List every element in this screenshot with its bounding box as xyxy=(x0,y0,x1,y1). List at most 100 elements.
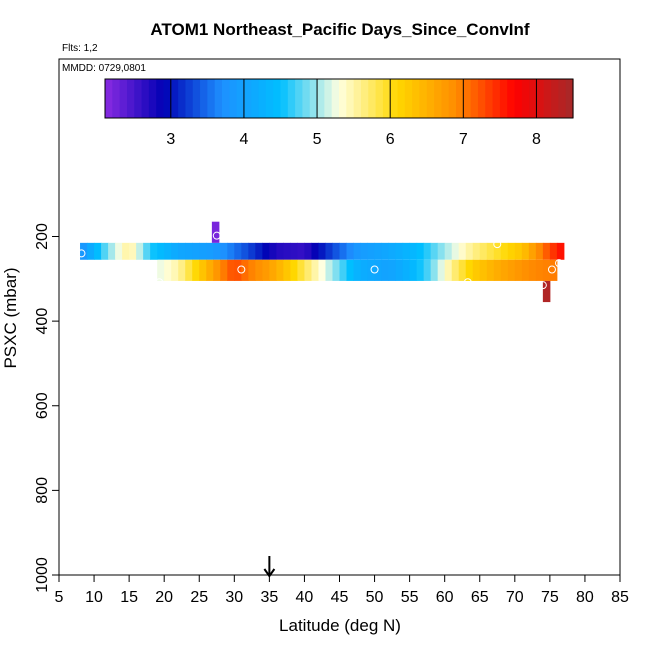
heatmap-cell xyxy=(276,259,284,281)
y-tick-label: 600 xyxy=(34,392,51,419)
heatmap-cell xyxy=(311,242,319,260)
colorbar-tick-label: 7 xyxy=(459,131,468,148)
colorbar-swatch xyxy=(368,79,377,118)
heatmap-cell xyxy=(507,259,516,281)
heatmap-cell xyxy=(269,259,277,281)
sample-circle xyxy=(538,281,547,290)
x-tick-label: 50 xyxy=(366,589,384,606)
heatmap-cell xyxy=(297,242,305,260)
colorbar-tick-label: 6 xyxy=(386,131,395,148)
heatmap-cell xyxy=(206,242,214,260)
heatmap-cell xyxy=(444,242,453,260)
heatmap-cell xyxy=(248,242,256,260)
axes: 5 10 15 20 25 30 35 40 45 50 55 60 65 70 75 80 85 200 400 6… xyxy=(34,223,629,606)
heatmap-cell xyxy=(458,259,467,281)
arrow-head xyxy=(263,568,276,578)
heatmap-cell xyxy=(395,242,404,260)
heatmap-cell xyxy=(542,242,551,260)
heatmap-cell xyxy=(535,242,544,260)
heatmap-cell xyxy=(164,242,172,260)
heatmap-cell xyxy=(192,242,200,260)
dates-label: MMDD: 0729,0801 xyxy=(62,63,146,74)
colorbar-swatch xyxy=(558,79,567,118)
colorbar: 3 4 5 6 7 8 xyxy=(104,78,574,148)
colorbar-swatch xyxy=(448,79,457,118)
heatmap-cell xyxy=(458,242,467,260)
sample-circle xyxy=(212,231,221,240)
heatmap-cell xyxy=(423,242,432,260)
sample-circle xyxy=(77,249,86,258)
heatmap-cell xyxy=(437,259,446,281)
heatmap-cell xyxy=(171,259,179,281)
colorbar-swatch xyxy=(331,79,340,118)
colorbar-swatch xyxy=(426,79,435,118)
heatmap-cell xyxy=(164,259,172,281)
heatmap-cell xyxy=(367,242,376,260)
heatmap-cell xyxy=(528,242,537,260)
heatmap-cell xyxy=(451,242,460,260)
heatmap-cell xyxy=(430,259,439,281)
heatmap-cell xyxy=(283,259,291,281)
heatmap-cell xyxy=(262,259,270,281)
heatmap-cell xyxy=(535,259,544,281)
latitude-marker-arrow-icon xyxy=(263,556,276,578)
sample-circle xyxy=(554,259,563,268)
x-axis-label: Latitude (deg N) xyxy=(279,616,401,635)
heatmap-cell xyxy=(206,259,214,281)
heatmap-cell xyxy=(283,242,291,260)
colorbar-swatch xyxy=(273,79,282,118)
colorbar-swatch xyxy=(485,79,494,118)
sample-circle xyxy=(155,278,164,287)
y-tick-label: 200 xyxy=(34,223,51,250)
heatmap-cell xyxy=(94,242,102,260)
colorbar-swatch xyxy=(514,79,523,118)
heatmap-cell xyxy=(262,242,270,260)
heatmap-cell xyxy=(311,259,319,281)
sample-circle xyxy=(463,278,472,287)
x-tick-label: 15 xyxy=(120,589,138,606)
heatmap-cell xyxy=(423,259,432,281)
heatmap-cell xyxy=(87,242,95,260)
heatmap-cell xyxy=(472,242,481,260)
y-axis-label: PSXC (mbar) xyxy=(1,267,20,368)
colorbar-swatch xyxy=(492,79,501,118)
colorbar-swatch xyxy=(434,79,442,118)
colorbar-swatch xyxy=(477,79,486,118)
colorbar-swatch xyxy=(346,79,355,118)
colorbar-swatch xyxy=(309,79,318,118)
x-tick-label: 85 xyxy=(611,589,629,606)
heatmap-cell xyxy=(136,242,144,260)
x-tick-label: 30 xyxy=(225,589,243,606)
colorbar-swatch xyxy=(353,79,362,118)
sample-markers xyxy=(77,231,563,290)
colorbar-swatch xyxy=(243,79,252,118)
heatmap-cell xyxy=(157,242,165,260)
colorbar-swatch xyxy=(536,79,545,118)
heatmap-cell xyxy=(318,242,326,260)
colorbar-swatch xyxy=(170,79,179,118)
x-tick-label: 60 xyxy=(436,589,454,606)
x-tick-label: 40 xyxy=(296,589,314,606)
colorbar-swatch xyxy=(207,79,216,118)
colorbar-swatch xyxy=(126,79,135,118)
colorbar-swatch xyxy=(185,79,194,118)
colorbar-swatch xyxy=(529,79,538,118)
colorbar-swatch xyxy=(551,79,559,118)
heatmap-cell xyxy=(395,259,404,281)
colorbar-swatch xyxy=(456,79,464,118)
heatmap-cell xyxy=(465,259,474,281)
heatmap-cell xyxy=(500,259,509,281)
sample-circle xyxy=(370,265,379,274)
heatmap-cell xyxy=(192,259,200,281)
heatmap-cell xyxy=(500,242,509,260)
heatmap-cell xyxy=(409,259,418,281)
heatmap-cell xyxy=(101,242,109,260)
heatmap-cell xyxy=(255,242,263,260)
x-tick-label: 35 xyxy=(260,589,278,606)
heatmap-cell xyxy=(157,259,165,281)
colorbar-swatch xyxy=(441,79,450,118)
heatmap-cell xyxy=(171,242,179,260)
colorbar-swatch xyxy=(112,79,121,118)
heatmap-cell xyxy=(199,259,207,281)
